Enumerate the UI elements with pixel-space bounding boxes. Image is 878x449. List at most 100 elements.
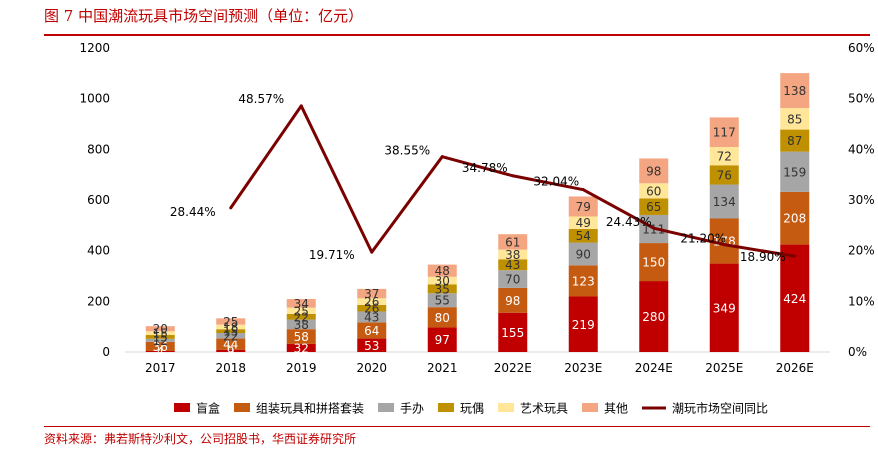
growth-label: 48.57% [238,92,284,106]
bar-segment [780,108,810,130]
bar-segment [286,314,316,320]
bar-segment [216,338,246,350]
bar-value-label: 65 [646,200,661,214]
bar-segment [709,263,739,352]
chart-title: 图 7 中国潮流玩具市场空间预测（单位：亿元） [44,7,364,25]
bar-value-label: 44 [223,338,238,352]
y-right-tick-label: 10% [848,294,875,308]
growth-label: 34.78% [462,161,508,175]
legend-label: 组装玩具和拼搭套装 [256,402,364,416]
bar-segment [216,349,246,352]
bar-segment [780,191,810,245]
bar-segment [145,338,175,342]
bar-segment [357,322,387,339]
bar-value-label: 22 [223,329,238,343]
bar-value-label: 49 [576,216,591,230]
bar-value-label: 26 [364,295,379,309]
legend-label: 其他 [604,402,628,416]
bar-segment [286,329,316,344]
legend-label: 艺术玩具 [520,402,568,416]
bar-value-label: 48 [435,264,450,278]
growth-point [652,226,656,230]
growth-label: 28.44% [170,205,216,219]
growth-point [793,254,797,258]
bar-value-label: 70 [505,273,520,287]
bar-value-label: 424 [783,292,806,306]
bar-segment [357,298,387,305]
bar-value-label: 98 [505,294,520,308]
bar-value-label: 4 [156,345,164,359]
bar-value-label: 80 [435,311,450,325]
legend-label: 玩偶 [460,402,484,416]
bar-value-label: 15 [153,330,168,344]
bar-value-label: 76 [717,168,732,182]
bar-segment [568,296,598,352]
bar-segment [286,299,316,308]
bar-segment [639,243,669,282]
legend-swatch [234,403,250,412]
bar-value-label: 38 [505,248,520,262]
y-left-tick-label: 800 [87,142,110,156]
x-tick-label: 2018 [215,361,246,375]
bar-value-label: 159 [783,165,806,179]
x-tick-label: 2021 [427,361,458,375]
bar-segment [780,129,810,152]
bar-value-label: 98 [646,164,661,178]
legend: 盲盒 组装玩具和拼搭套装 手办 玩偶 艺术玩具 其他 潮玩市场空间同比 [174,401,768,416]
x-tick-label: 2022E [494,361,532,375]
x-tick-label: 2019 [286,361,317,375]
bar-segment [216,318,246,325]
bar-value-label: 34 [294,297,309,311]
bar-segment [145,350,175,352]
bar-value-label: 61 [505,235,520,249]
y-right-tick-label: 40% [848,142,875,156]
bar-segment [498,287,528,313]
growth-label: 21.20% [680,232,726,246]
x-tick-label: 2026E [776,361,814,375]
bar-value-label: 25 [223,315,238,329]
legend-label: 手办 [400,401,424,416]
bar-segment [286,307,316,314]
bar-value-label: 12 [153,334,168,348]
bar-segment [216,329,246,333]
bar-value-label: 123 [572,274,595,288]
bar-segment [709,184,739,219]
y-left-tick-label: 200 [87,294,110,308]
bar-segment [498,234,528,250]
bar-segment [639,198,669,215]
bar-segment [709,165,739,185]
bar-segment [639,281,669,352]
bars-layer [145,73,810,352]
bar-value-label: 117 [713,126,736,140]
y-left-tick-label: 600 [87,193,110,207]
legend-swatch [174,403,190,412]
bar-segment [427,327,457,352]
growth-point [370,250,374,254]
bar-segment [145,341,175,351]
bar-segment [498,259,528,271]
bar-segment [145,331,175,336]
growth-label: 32.04% [533,175,579,189]
legend-label: 潮玩市场空间同比 [672,401,768,416]
bar-segment [568,228,598,243]
bar-value-label: 138 [783,84,806,98]
bar-segment [639,158,669,184]
growth-point [722,243,726,247]
growth-point [440,155,444,159]
y-right-tick-label: 60% [848,41,875,55]
y-left-tick-label: 1200 [79,41,110,55]
bar-segment [568,265,598,297]
x-tick-label: 2025E [705,361,743,375]
bar-value-label: 72 [717,150,732,164]
growth-point [229,206,233,210]
y-axis-left: 0 200 400 600 800 1000 1200 [79,41,110,359]
bar-value-label: 36 [153,340,168,354]
bar-value-label: 280 [642,310,665,324]
bar-value-label: 43 [364,310,379,324]
x-tick-label: 2024E [635,361,673,375]
bar-value-label: 18 [223,320,238,334]
growth-point [299,104,303,108]
bar-segment [427,307,457,328]
y-axis-right: 0% 10% 20% 30% 40% 50% 60% [848,41,875,359]
bar-value-label: 32 [294,341,309,355]
